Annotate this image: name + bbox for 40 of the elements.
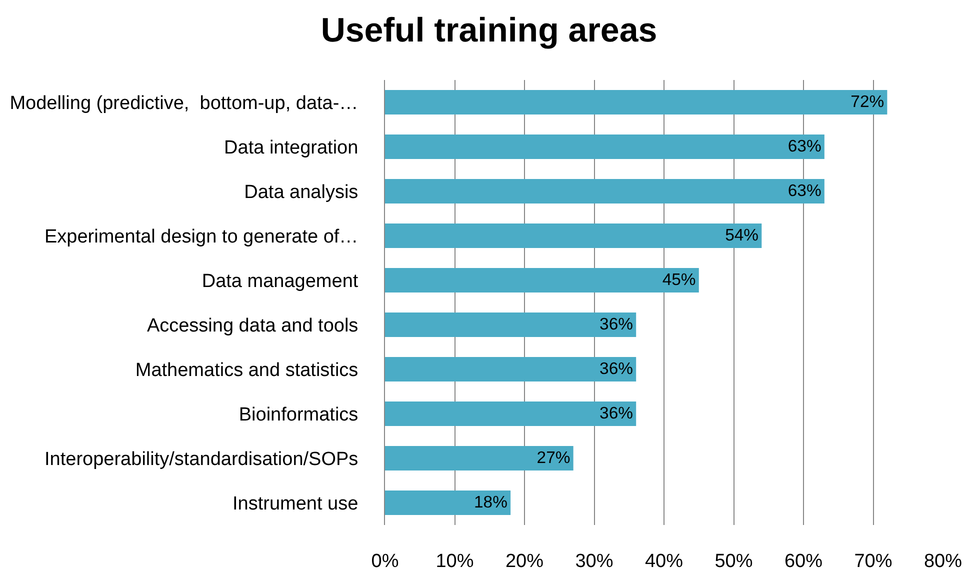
bar <box>385 179 824 204</box>
x-tick-label: 20% <box>505 551 544 572</box>
y-tick-label: Interoperability/standardisation/SOPs <box>44 448 358 470</box>
data-label: 45% <box>662 270 696 290</box>
data-label: 18% <box>474 492 508 512</box>
x-tick-label: 0% <box>371 551 399 572</box>
y-tick-label: Instrument use <box>232 493 358 514</box>
y-tick-label: Accessing data and tools <box>146 315 358 336</box>
y-tick-label: Bioinformatics <box>238 404 358 426</box>
y-tick-label: Data management <box>202 270 359 292</box>
data-label: 36% <box>600 314 634 334</box>
x-tick-label: 50% <box>714 551 753 572</box>
data-label: 63% <box>788 136 822 156</box>
data-label: 63% <box>788 181 822 200</box>
data-label: 36% <box>600 404 634 423</box>
bar <box>385 90 888 114</box>
bar <box>385 446 574 470</box>
bar <box>385 224 762 248</box>
bar <box>385 357 636 382</box>
y-tick-label: Data integration <box>224 137 358 158</box>
chart-title: Useful training areas <box>320 11 658 50</box>
y-tick-label: Experimental design to generate of… <box>44 226 358 248</box>
bar <box>385 312 636 337</box>
y-tick-label: Mathematics and statistics <box>135 360 358 381</box>
x-tick-label: 60% <box>784 551 823 572</box>
data-label: 27% <box>536 448 570 468</box>
data-label: 54% <box>725 226 759 245</box>
bar <box>385 490 511 515</box>
x-tick-label: 10% <box>436 551 474 572</box>
y-tick-label: Data analysis <box>244 182 358 203</box>
x-tick-label: 40% <box>644 551 684 572</box>
bar <box>385 402 636 426</box>
data-label: 36% <box>600 359 634 378</box>
data-label: 72% <box>850 92 884 112</box>
x-tick-label: 30% <box>575 551 614 572</box>
bar <box>385 134 824 159</box>
bar <box>385 268 699 292</box>
y-tick-label: Modelling (predictive, bottom-up, data-… <box>10 92 358 114</box>
x-tick-label: 80% <box>924 551 962 572</box>
x-tick-label: 70% <box>854 551 892 572</box>
